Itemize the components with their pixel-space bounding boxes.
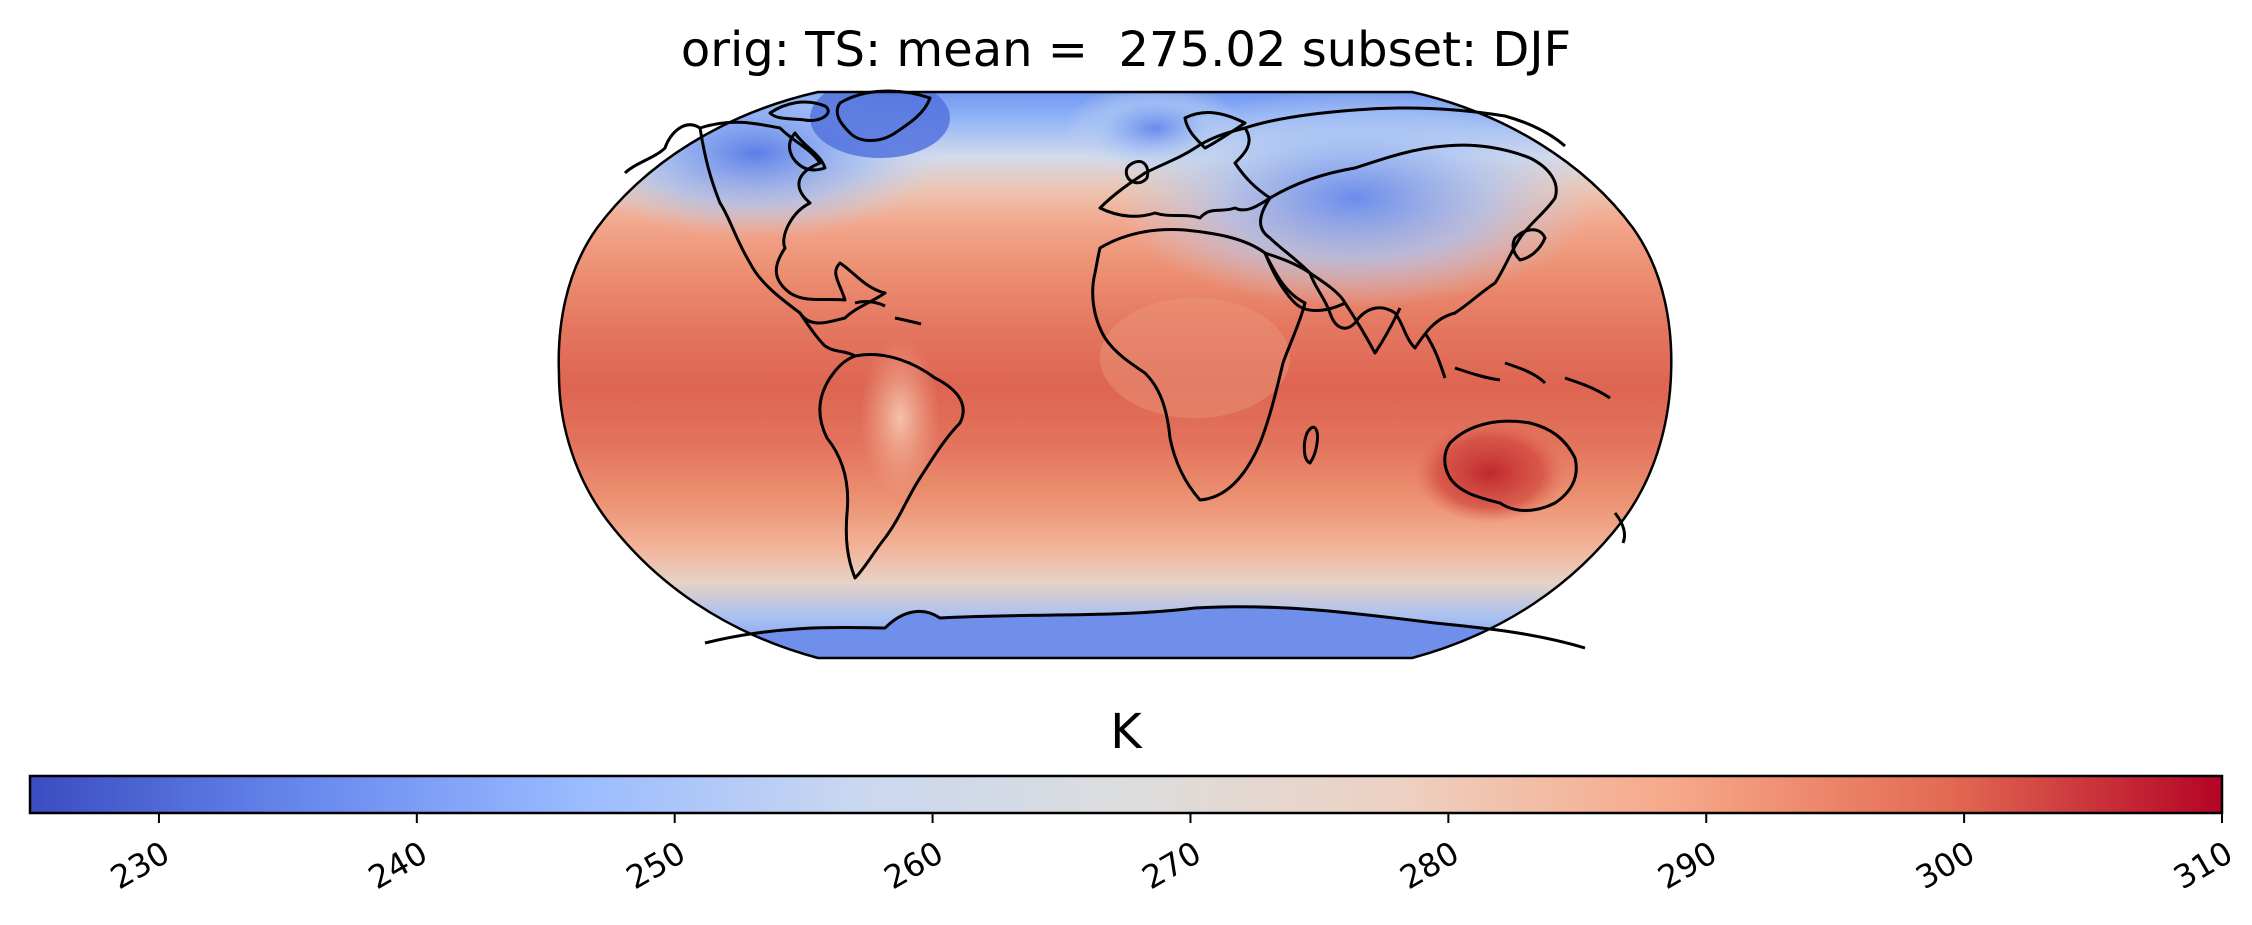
africa-coastline [1091,228,1307,502]
andes-cool-region [860,338,940,498]
central-america-coastline [798,312,856,358]
canadian-archipelago-coastline [768,100,830,123]
africa-land-region [1100,298,1290,418]
asia-coastline [1259,143,1558,350]
greenland-cold-region [810,92,950,158]
britain-coastline [1124,160,1150,185]
colorbar: 230 240 250 260 270 280 290 300 310 [28,774,2239,897]
antarctica-coastline [704,605,1586,650]
antarctica-cold-region [705,606,1585,658]
india-coastline [1343,302,1402,355]
colorbar-tick-label: 300 [1909,834,1981,897]
colorbar-fill [30,776,2222,813]
colorbar-tick-label: 270 [1136,834,1208,897]
arctic-russia-coastline [1244,106,1566,148]
new-zealand-coastline [1613,512,1627,544]
colorbar-tick-label: 310 [2167,834,2239,897]
colorbar-tick-label: 250 [620,834,692,897]
coastlines [623,89,1627,650]
madagascar-coastline [1302,425,1319,465]
colorbar-tick-label: 290 [1651,834,1723,897]
australia-coastline [1443,419,1578,512]
south-america-coastline [818,353,965,580]
colorbar-tick-label: 230 [104,834,176,897]
colorbar-frame [28,774,2224,815]
australia-warm-region [1415,423,1565,523]
japan-coastline [1511,228,1547,262]
europe-coastline [1098,126,1272,220]
hudson-bay-coastline [787,131,827,172]
globe-outline [557,90,1673,660]
north-america-coastline [698,120,887,325]
world-temperature-map [557,89,1673,660]
map-title: orig: TS: mean = 275.02 subset: DJF [680,22,1572,78]
colorbar-ticks: 230 240 250 260 270 280 290 300 310 [104,813,2239,897]
southeast-asia-coastline [1423,332,1611,400]
caribbean-coastline [854,300,922,326]
alaska-coastline [623,123,701,175]
colorbar-tick-label: 260 [878,834,950,897]
colorbar-tick-label: 240 [362,834,434,897]
colorbar-label: K [1110,704,1142,760]
asia-cold-region [1115,92,1595,308]
colorbar-tick-label: 280 [1393,834,1465,897]
scandinavia-coastline [1183,111,1247,150]
